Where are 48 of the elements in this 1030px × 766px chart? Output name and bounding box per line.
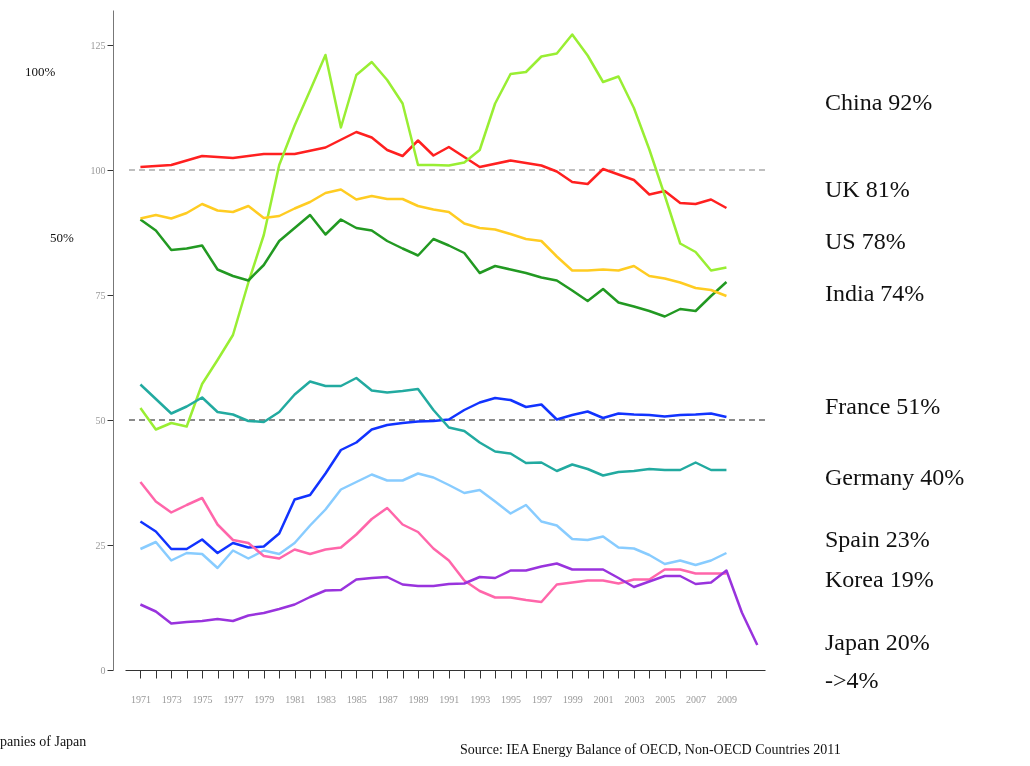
text: Japan 20% ->4%	[825, 629, 930, 693]
text: US 78%	[825, 228, 906, 254]
text: panies of Japan	[0, 734, 87, 749]
y-tick-label: 25	[95, 539, 106, 551]
line-series	[139, 472, 728, 570]
x-tick-label: 2007	[686, 693, 707, 705]
x-tick-label: 1989	[408, 693, 429, 705]
text: India 74%	[825, 280, 925, 306]
x-tick-label: 1973	[161, 693, 182, 705]
x-tick-label: 1975	[192, 693, 213, 705]
text: China 92%	[825, 89, 933, 115]
y-tick-label: 0	[100, 664, 106, 676]
line-series	[139, 213, 728, 318]
line-series	[139, 33, 728, 431]
x-tick-label: 2005	[655, 693, 676, 705]
y-tick-label: 125	[90, 39, 106, 51]
line-series	[139, 188, 728, 298]
line-series	[139, 396, 728, 555]
text: 100%	[25, 64, 56, 79]
x-tick-label: 1991	[439, 693, 460, 705]
line-series	[139, 130, 728, 210]
text: 50%	[50, 230, 74, 245]
line-series	[139, 480, 728, 604]
x-tick-label: 1997	[531, 693, 552, 705]
x-tick-label: 1983	[315, 693, 336, 705]
x-tick-label: 2001	[593, 693, 614, 705]
x-tick-label: 1987	[377, 693, 398, 705]
text: Germany 40%	[825, 464, 965, 490]
x-tick-label: 1985	[346, 693, 367, 705]
x-tick-label: 1979	[254, 693, 275, 705]
x-tick-label: 1977	[223, 693, 244, 705]
source-note: Source: IEA Energy Balance of OECD, Non-OECD Countries 2011	[460, 742, 841, 757]
text: Spain 23%	[825, 526, 930, 552]
y-tick-label: 75	[95, 289, 106, 301]
text: UK 81%	[825, 176, 910, 202]
x-tick-label: 2003	[624, 693, 645, 705]
line-series	[139, 562, 759, 647]
x-tick-label: 1981	[285, 693, 306, 705]
line-series	[139, 376, 728, 477]
y-tick-label: 100	[90, 164, 106, 176]
x-tick-label: 1971	[130, 693, 151, 705]
y-tick-label: 50	[95, 414, 106, 426]
x-tick-label: 1993	[470, 693, 491, 705]
x-tick-label: 1995	[501, 693, 522, 705]
x-tick-label: 1999	[562, 693, 583, 705]
x-tick-label: 2009	[716, 693, 737, 705]
text: France 51%	[825, 393, 941, 419]
text: Korea 19%	[825, 566, 934, 592]
